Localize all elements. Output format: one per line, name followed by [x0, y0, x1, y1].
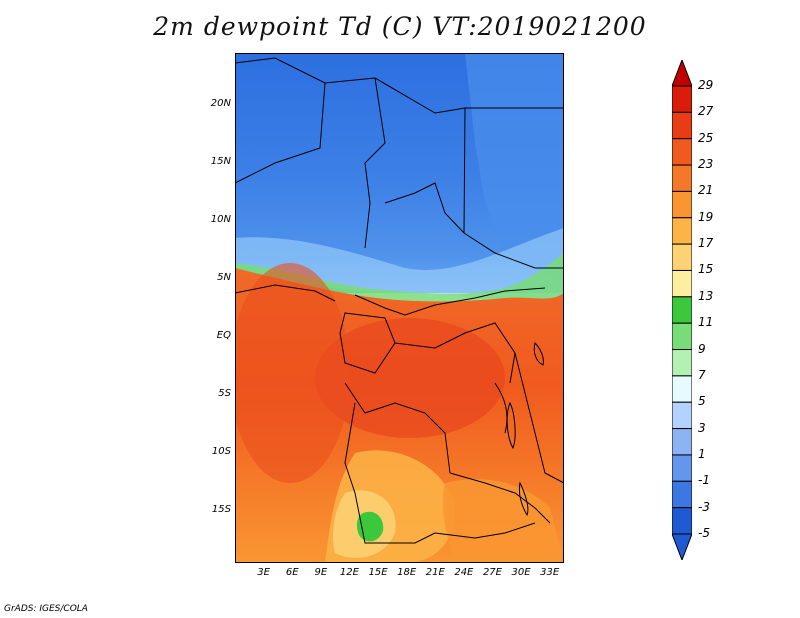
longitude-label: 24E — [454, 567, 474, 578]
longitude-label: 15E — [368, 567, 388, 578]
latitude-label: 15N — [210, 156, 231, 168]
colorbar-segment — [672, 111, 692, 140]
colorbar-label: -5 — [698, 526, 710, 540]
colorbar-label: 19 — [698, 209, 714, 224]
colorbar — [672, 60, 692, 560]
latitude-label: 20N — [210, 98, 231, 110]
colorbar-label: 7 — [698, 367, 706, 382]
colorbar-segment — [672, 349, 692, 377]
chart-title: 2m dewpoint Td (C) VT:2019021200 — [153, 12, 647, 41]
credit-text: GrADS: IGES/COLA — [4, 604, 88, 614]
longitude-label: 33E — [540, 567, 560, 578]
latitude-label: 5N — [217, 272, 231, 284]
moist-west — [235, 263, 350, 483]
colorbar-bottom-arrow — [672, 533, 692, 560]
colorbar-label: 23 — [698, 157, 714, 172]
moist-core — [315, 318, 505, 438]
latitude-label: EQ — [216, 329, 231, 341]
southeast-orange — [443, 479, 564, 563]
latitude-label: 15S — [211, 503, 231, 515]
colorbar-segment — [672, 401, 692, 430]
colorbar-segment — [672, 375, 692, 403]
colorbar-label: 25 — [698, 130, 714, 145]
dry-region-east — [465, 53, 564, 283]
colorbar-label: 17 — [698, 236, 714, 251]
longitude-label: 21E — [425, 567, 445, 578]
colorbar-label: 21 — [698, 183, 714, 198]
longitude-label: 3E — [257, 567, 270, 578]
map-frame — [235, 53, 564, 563]
longitude-label: 6E — [285, 567, 299, 578]
colorbar-label: -1 — [698, 473, 710, 488]
latitude-label: 10S — [211, 445, 231, 457]
colorbar-segment — [672, 85, 692, 113]
longitude-label: 9E — [314, 567, 328, 578]
longitude-label: 12E — [339, 567, 359, 578]
latitude-label: 10N — [210, 214, 231, 226]
latitude-label: 5S — [218, 387, 231, 399]
colorbar-segment — [672, 507, 692, 535]
colorbar-segment — [672, 164, 692, 192]
longitude-label: 18E — [397, 567, 417, 578]
longitude-label: 27E — [482, 567, 502, 578]
colorbar-segment — [672, 269, 692, 298]
colorbar-label: -3 — [698, 499, 710, 514]
colorbar-segment — [672, 296, 692, 324]
colorbar-segment — [672, 454, 692, 482]
colorbar-segment — [672, 428, 692, 456]
colorbar-segment — [672, 190, 692, 219]
country-borders — [235, 57, 564, 544]
colorbar-segment — [672, 138, 692, 166]
colorbar-segment — [672, 480, 692, 509]
green-band — [235, 253, 564, 315]
colorbar-label: 5 — [698, 394, 706, 409]
longitude-label: 30E — [511, 567, 531, 578]
colorbar-label: 3 — [698, 420, 706, 435]
colorbar-label: 27 — [698, 104, 714, 119]
lakes — [506, 342, 544, 517]
colorbar-label: 1 — [698, 446, 706, 461]
colorbar-segment — [672, 322, 692, 351]
colorbar-label: 11 — [698, 315, 714, 330]
colorbar-label: 29 — [698, 78, 714, 92]
colorbar-label: 9 — [698, 341, 706, 356]
colorbar-label: 13 — [698, 288, 714, 303]
colorbar-label: 15 — [698, 262, 714, 277]
colorbar-segment — [672, 243, 692, 271]
map-panel — [235, 53, 564, 563]
colorbar-segment — [672, 217, 692, 245]
colorbar-top-arrow — [672, 60, 692, 87]
